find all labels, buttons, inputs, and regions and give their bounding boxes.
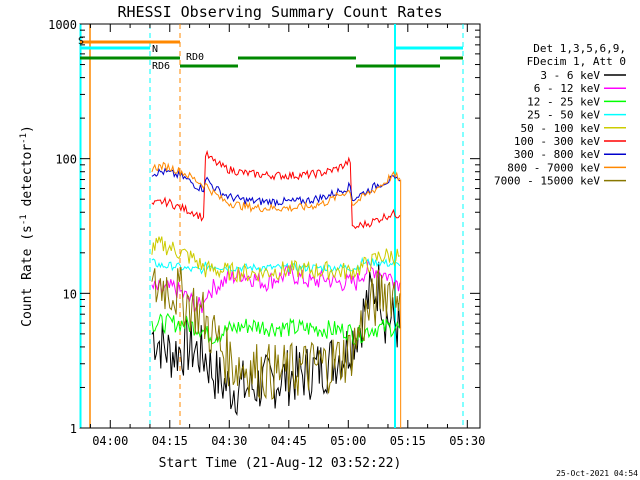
y-tick-label: 1000 (48, 18, 77, 32)
plot-timestamp: 25-Oct-2021 04:54 (556, 469, 638, 478)
legend-label-7: 800 - 7000 keV (507, 161, 600, 174)
x-tick-label: 04:00 (92, 434, 128, 448)
legend-label-0: 3 - 6 keV (540, 69, 600, 82)
axis-layer: 1 10 100 1000 04:00 04:15 04:30 04:45 05:00 05:15… (48, 18, 485, 448)
saa-label: S (78, 36, 84, 47)
x-tick-label: 04:15 (152, 434, 188, 448)
rd6-label: RD6 (152, 61, 170, 72)
x-tick-label: 04:45 (271, 434, 307, 448)
legend: Det 1,3,5,6,9, FDecim 1, Att 0 3 - 6 keV… (494, 42, 626, 188)
x-tick-label: 05:15 (390, 434, 426, 448)
legend-label-6: 300 - 800 keV (514, 148, 600, 161)
legend-label-5: 100 - 300 keV (514, 135, 600, 148)
x-axis-label: Start Time (21-Aug-12 03:52:22) (159, 456, 402, 471)
orbit-bars: S N RD0 RD6 (78, 24, 464, 428)
legend-label-3: 25 - 50 keV (527, 109, 600, 122)
series-line-8 (151, 266, 401, 400)
legend-label-4: 50 - 100 keV (521, 122, 601, 135)
x-tick-label: 04:30 (211, 434, 247, 448)
series-line-7 (151, 161, 401, 213)
series-line-4 (151, 236, 401, 283)
legend-label-1: 6 - 12 keV (534, 82, 601, 95)
chart-title: RHESSI Observing Summary Count Rates (117, 3, 442, 21)
legend-label-2: 12 - 25 keV (527, 95, 600, 108)
y-tick-label: 1 (70, 422, 77, 436)
y-tick-label: 10 (63, 287, 77, 301)
series-line-2 (151, 312, 401, 345)
night-label: N (152, 44, 158, 55)
legend-label-8: 7000 - 15000 keV (494, 175, 600, 188)
x-tick-label: 05:00 (330, 434, 366, 448)
y-axis-label: Count Rate (s-1 detector-1) (19, 125, 35, 327)
series-line-5 (151, 149, 401, 230)
series-line-6 (151, 167, 401, 208)
series-line-1 (151, 258, 401, 313)
y-tick-label: 100 (55, 153, 77, 167)
x-tick-label: 05:30 (449, 434, 485, 448)
legend-header-line-1: Det 1,3,5,6,9, (533, 42, 626, 55)
series-line-3 (151, 256, 401, 275)
rd0-label: RD0 (186, 52, 204, 63)
legend-header-line-2: FDecim 1, Att 0 (527, 55, 626, 68)
series-layer (151, 149, 402, 428)
